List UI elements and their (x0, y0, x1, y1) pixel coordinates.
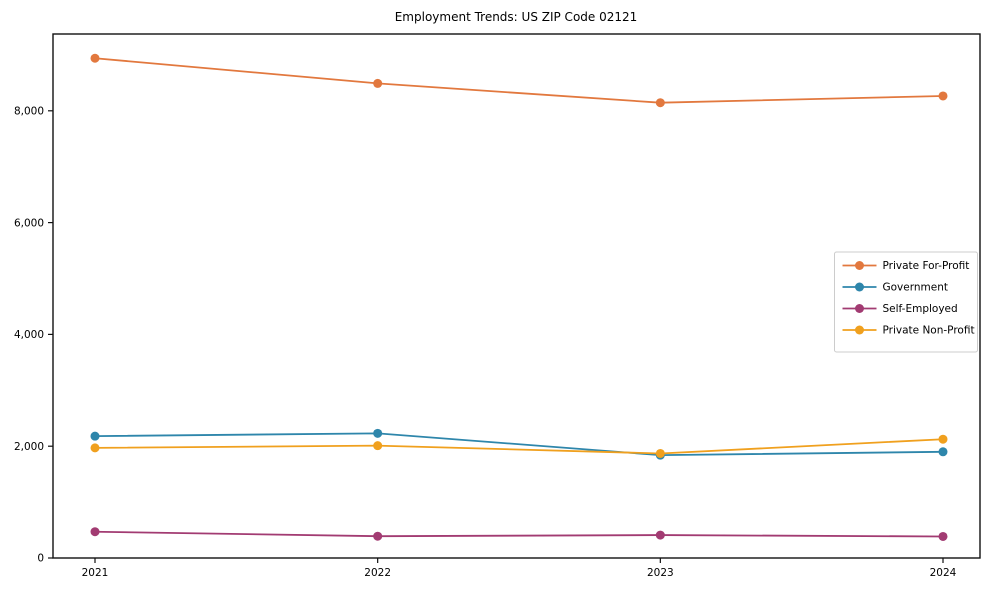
y-tick-label-8-000: 8,000 (14, 105, 44, 117)
legend-box (834, 251, 978, 353)
data-point-self-employed-2024 (938, 531, 948, 541)
data-point-private-for-profit-2024 (938, 91, 948, 101)
x-tick-label-2023: 2023 (647, 567, 674, 579)
legend-item-private-for-profit: Private For-Profit (842, 260, 970, 272)
legend-marker-government (855, 282, 864, 292)
y-tick-label-2-000: 2,000 (14, 441, 44, 453)
data-point-government-2021 (90, 431, 100, 441)
series-line-self-employed (94, 530, 944, 538)
data-point-private-non-profit-2022 (373, 441, 383, 451)
y-tick-label-6-000: 6,000 (14, 217, 44, 229)
plot-border (52, 33, 981, 559)
legend-label-private-for-profit: Private For-Profit (883, 260, 970, 272)
data-point-government-2022 (373, 428, 383, 438)
series-line-private-non-profit (94, 438, 944, 455)
legend-marker-private-for-profit (855, 261, 864, 270)
legend-item-self-employed: Self-Employed (842, 303, 958, 315)
legend-marker-private-non-profit (855, 325, 864, 335)
chart-title: Employment Trends: US ZIP Code 02121 (395, 10, 638, 24)
series-line-private-for-profit (94, 57, 944, 104)
data-point-private-non-profit-2023 (655, 448, 665, 458)
data-point-private-for-profit-2022 (373, 78, 383, 88)
x-tick-label-2021: 2021 (82, 567, 109, 579)
data-point-private-non-profit-2024 (938, 434, 948, 444)
x-tick-label-2024: 2024 (930, 567, 957, 579)
series-layer (90, 53, 948, 541)
legend: Private For-Profit Government Self-Employe… (834, 251, 978, 353)
legend-label-self-employed: Self-Employed (883, 303, 958, 315)
data-point-government-2024 (938, 447, 948, 457)
y-tick-label-4-000: 4,000 (14, 329, 44, 341)
legend-label-private-non-profit: Private Non-Profit (883, 325, 975, 337)
x-tick-label-2022: 2022 (364, 567, 391, 579)
data-point-private-for-profit-2021 (90, 53, 100, 63)
series-line-government (94, 432, 944, 457)
data-point-self-employed-2022 (373, 531, 383, 541)
data-point-private-non-profit-2021 (90, 443, 100, 453)
legend-marker-self-employed (855, 304, 864, 313)
data-point-self-employed-2023 (655, 530, 665, 540)
legend-item-government: Government (842, 282, 948, 294)
data-point-private-for-profit-2023 (655, 98, 665, 108)
legend-label-government: Government (883, 282, 948, 294)
axes-layer: 0 2,000 4,000 6,000 8,000 2021 2022 2023 2024 (14, 33, 981, 579)
y-tick-label-0: 0 (37, 553, 44, 565)
data-point-self-employed-2021 (90, 527, 100, 537)
legend-item-private-non-profit: Private Non-Profit (842, 325, 975, 337)
